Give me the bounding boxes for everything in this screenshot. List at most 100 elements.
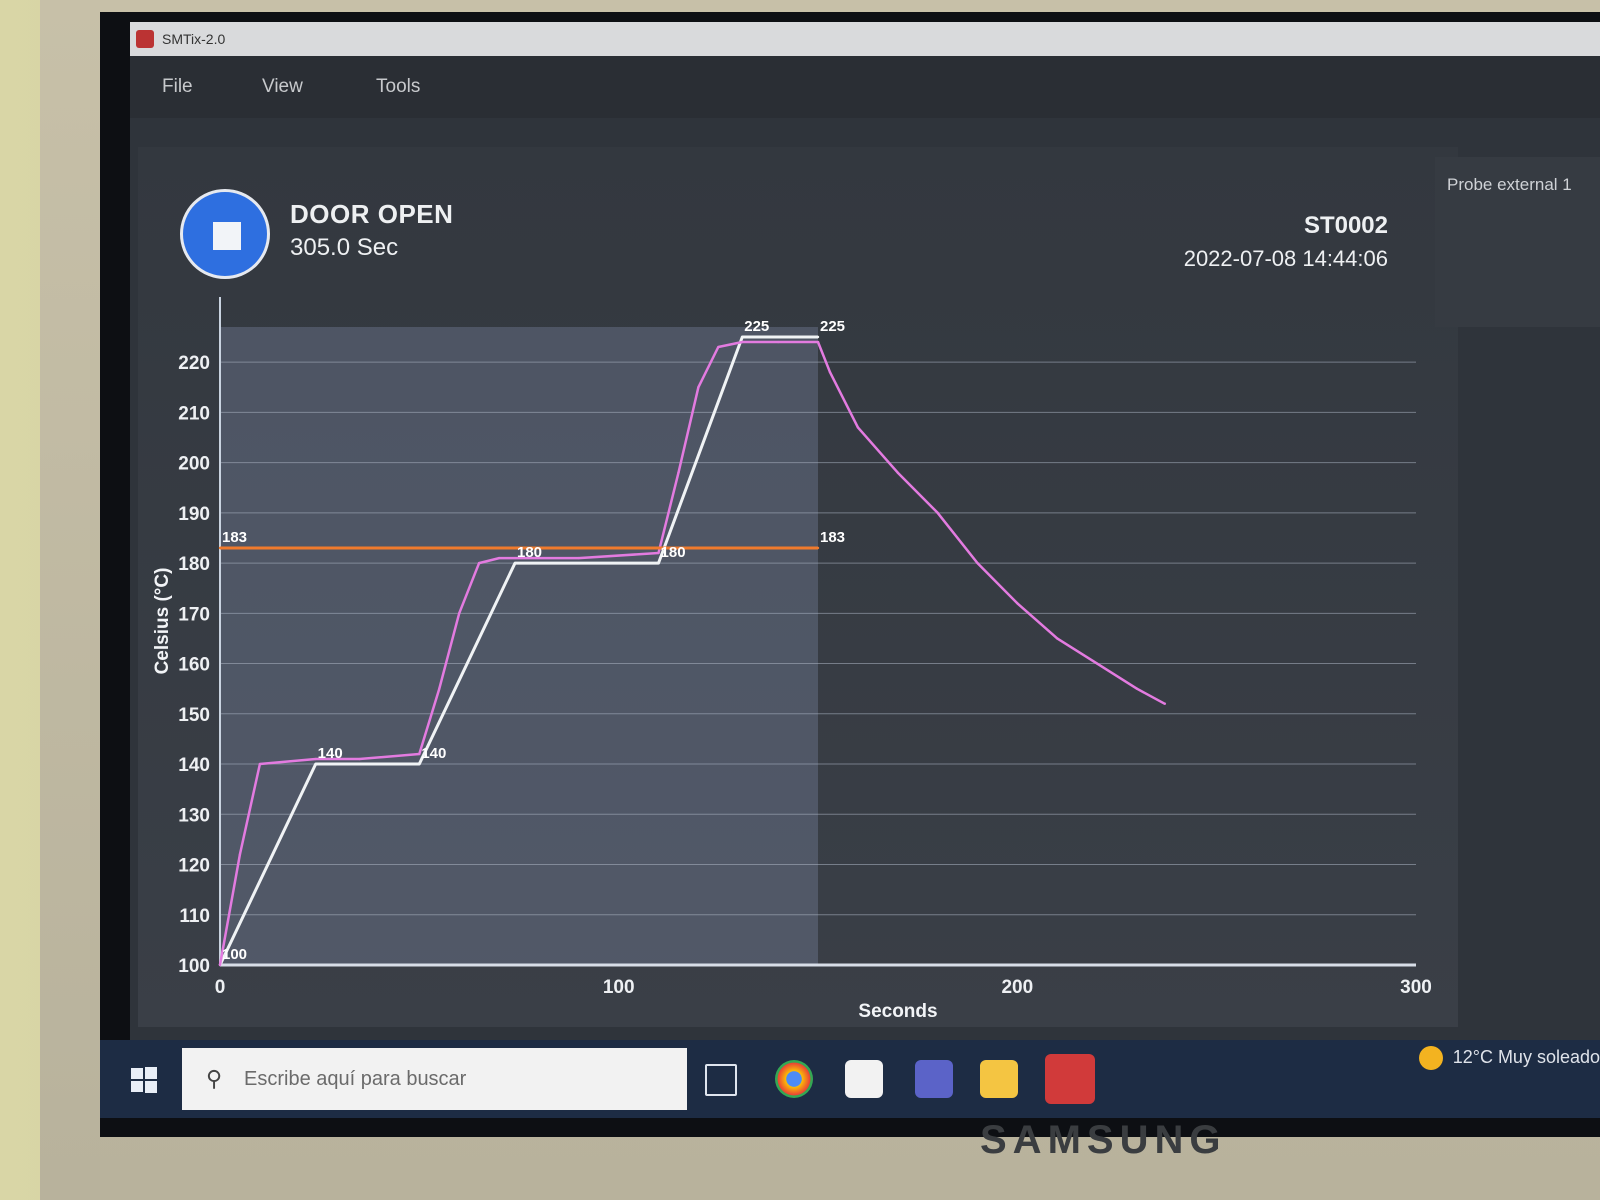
file-explorer-icon[interactable] — [980, 1060, 1018, 1098]
chrome-icon[interactable] — [775, 1060, 813, 1098]
measured-point — [856, 426, 860, 429]
y-tick-label: 140 — [178, 755, 210, 776]
measured-point — [697, 386, 700, 389]
measured-point — [418, 752, 421, 756]
chart-annotations: 100 140 140 180 180 225 225 183 183 — [222, 318, 845, 963]
measured-point — [976, 561, 979, 565]
measured-point — [238, 853, 242, 856]
y-tick-label: 220 — [178, 353, 210, 374]
window-title: SMTix-2.0 — [162, 31, 226, 47]
station-id: ST0002 — [1303, 212, 1388, 239]
measured-point — [1016, 602, 1019, 605]
y-tick-label: 200 — [178, 454, 210, 475]
y-tick-label: 100 — [178, 956, 210, 977]
measured-point — [458, 612, 461, 615]
weather-widget[interactable]: 12°C Muy soleado — [1418, 1046, 1600, 1070]
measured-point — [314, 757, 317, 761]
menu-view[interactable]: View — [262, 76, 303, 97]
measured-point — [1135, 687, 1139, 690]
data-label: 183 — [222, 529, 247, 546]
y-tick-label: 130 — [178, 805, 210, 826]
data-label: 100 — [222, 946, 247, 963]
measured-point — [358, 757, 361, 761]
setpoint-point — [418, 762, 421, 766]
app-window: SMTix-2.0 File View Tools DOOR OPEN 305.… — [130, 22, 1600, 1052]
measured-point — [258, 762, 262, 766]
weather-text: 12°C Muy soleado — [1452, 1046, 1600, 1067]
data-label: 180 — [517, 544, 542, 561]
monitor-brand: SAMSUNG — [980, 1118, 1227, 1162]
measured-point — [577, 556, 580, 560]
y-axis-ticks: 100 110 120 130 140 150 160 170 180 190 200 210 220 — [178, 353, 210, 977]
setpoint-point — [513, 561, 517, 565]
teams-icon[interactable] — [915, 1060, 953, 1098]
elapsed-time: 305.0 Sec — [290, 234, 399, 261]
store-icon[interactable] — [845, 1060, 883, 1098]
profile-panel: DOOR OPEN 305.0 Sec ST0002 2022-07-08 14… — [138, 147, 1458, 1027]
x-tick-label: 100 — [603, 977, 635, 998]
data-label: 140 — [318, 745, 343, 762]
measured-point — [896, 471, 899, 474]
measured-point — [1163, 702, 1167, 705]
temperature-chart: 100110120130140150160170180190200210220 … — [152, 297, 1432, 1022]
stop-button[interactable] — [180, 189, 270, 279]
measured-point — [218, 963, 222, 967]
y-tick-label: 110 — [179, 906, 210, 927]
x-tick-label: 0 — [215, 977, 226, 998]
y-tick-label: 150 — [178, 705, 210, 726]
y-tick-label: 180 — [178, 554, 210, 575]
search-icon: ⚲ — [206, 1066, 223, 1091]
task-view-icon[interactable] — [705, 1064, 737, 1096]
station-timestamp: 2022-07-08 14:44:06 — [1183, 246, 1388, 271]
title-bar: SMTix-2.0 — [130, 22, 1600, 56]
probe-panel: Probe external 1 — [1435, 157, 1600, 327]
data-label: 225 — [744, 318, 769, 335]
menu-tools[interactable]: Tools — [376, 76, 421, 97]
setpoint-point — [741, 335, 744, 339]
y-tick-label: 190 — [178, 504, 210, 525]
measured-point — [438, 687, 441, 690]
setpoint-point — [314, 762, 317, 766]
measured-point — [936, 511, 939, 515]
measured-point — [677, 471, 680, 474]
taskbar-search[interactable]: ⚲ Escribe aquí para buscar — [182, 1048, 687, 1110]
y-tick-label: 170 — [178, 604, 210, 625]
sun-icon — [1418, 1046, 1443, 1070]
data-label: 183 — [820, 529, 845, 546]
measured-point — [513, 556, 517, 560]
measured-point — [477, 561, 481, 565]
smtix-app-icon[interactable] — [1045, 1054, 1095, 1104]
data-label: 225 — [820, 318, 845, 335]
taskbar: ⚲ Escribe aquí para buscar 12°C Muy sole… — [100, 1040, 1600, 1118]
measured-point — [657, 551, 660, 555]
limit-point — [218, 546, 222, 550]
setpoint-point — [657, 561, 660, 565]
measured-point — [741, 340, 744, 344]
chart-highlight-region — [220, 327, 818, 965]
y-tick-label: 120 — [178, 856, 210, 877]
status-block: DOOR OPEN 305.0 Sec — [290, 199, 453, 262]
x-axis-label: Seconds — [858, 1001, 937, 1022]
menu-bar: File View Tools — [130, 56, 1600, 118]
windows-start-icon[interactable] — [130, 1066, 158, 1094]
search-placeholder: Escribe aquí para buscar — [244, 1068, 467, 1090]
measured-point — [776, 340, 780, 344]
menu-file[interactable]: File — [162, 76, 193, 97]
chart-grid — [220, 327, 1416, 965]
data-label: 180 — [661, 544, 686, 561]
station-block: ST0002 2022-07-08 14:44:06 — [1184, 212, 1388, 272]
measured-point — [828, 370, 832, 374]
data-label: 140 — [421, 745, 446, 762]
y-tick-label: 160 — [178, 655, 210, 676]
measured-point — [1095, 662, 1099, 665]
setpoint-point — [816, 335, 820, 339]
app-logo-icon — [136, 30, 154, 48]
y-axis-label: Celsius (°C) — [152, 568, 173, 675]
measured-point — [1056, 637, 1059, 640]
x-axis-ticks: 0 100 200 300 — [215, 977, 1432, 998]
x-tick-label: 300 — [1400, 977, 1432, 998]
x-tick-label: 200 — [1001, 977, 1033, 998]
stop-icon — [213, 222, 241, 250]
chart-series — [218, 335, 1167, 967]
limit-point — [816, 546, 820, 550]
